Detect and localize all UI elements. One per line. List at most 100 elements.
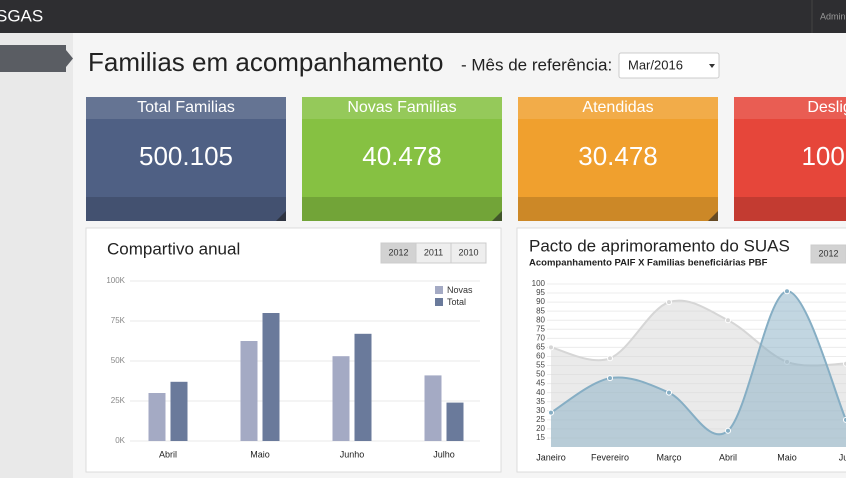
card-header [302,97,502,119]
x-tick-label: Fevereiro [591,452,629,462]
y-tick-label: 25 [536,415,545,424]
card [518,97,718,221]
year-button[interactable] [810,244,846,264]
plot-area [548,288,846,447]
x-tick-label: Abril [159,449,177,459]
x-tick-label: Julho [433,449,455,459]
card-footer [302,197,502,221]
card-value: 40.478 [362,141,442,171]
card-header [734,97,846,119]
bar [148,393,166,441]
bar [332,356,350,441]
card [302,97,502,221]
bar [424,375,442,441]
card-header [86,97,286,119]
point [725,317,731,324]
card-footer [518,197,718,221]
point [548,344,554,351]
header-bar [0,0,846,33]
card-fold [492,211,502,221]
card-value: 30.478 [578,141,658,171]
y-tick-label: 75 [536,324,545,333]
bar [262,313,280,441]
select-box[interactable] [618,52,720,79]
point [725,427,731,434]
card-label: Atendidas [582,99,653,116]
y-tick-label: 85 [536,306,545,315]
y-tick-label: 40 [536,388,545,397]
sidebar-arrow [66,50,73,67]
chart-title: Pacto de aprimoramento do SUAS [529,236,790,255]
card-value: 100.0 [801,141,846,171]
y-tick-label: 20 [536,424,545,433]
user-menu[interactable]: Admin [820,11,846,21]
legend-label: Total [447,297,466,307]
y-tick-label: 90 [536,297,545,306]
point [607,355,613,362]
y-tick-label: 0K [115,436,125,445]
sidebar [0,33,73,478]
x-tick-label: Jun [839,452,846,462]
card-footer [86,197,286,221]
card [734,97,846,221]
legend-label: Novas [447,285,473,295]
select-arrow [709,64,715,68]
y-tick-label: 80 [536,315,545,324]
page-title: Familias em acompanhamento [88,47,444,77]
year-button-label[interactable]: 2012 [818,248,838,258]
point [843,416,846,423]
point [843,360,846,367]
x-tick-label: Maio [250,449,270,459]
chart-title: Compartivo anual [107,239,240,258]
x-tick-label: Janeiro [536,452,566,462]
point [548,409,554,416]
point [666,299,672,306]
select-value[interactable]: Mar/2016 [628,57,683,72]
legend-swatch [435,298,443,306]
y-tick-label: 30 [536,406,545,415]
sidebar-item[interactable] [0,45,66,72]
card-header [518,97,718,119]
reference-label: - Mês de referência: [461,55,612,74]
card-label: Desliga [807,99,846,116]
legend-swatch [435,286,443,294]
chart-subtitle: Acompanhamento PAIF X Familias beneficiá… [529,258,768,269]
y-tick-label: 50K [111,356,126,365]
point [666,389,672,396]
y-tick-label: 100 [532,279,546,288]
point [607,375,613,382]
bar [170,381,188,441]
year-button-label[interactable]: 2011 [424,247,443,257]
card [86,97,286,221]
bar [354,333,372,441]
card-label: Novas Familias [347,99,456,116]
year-button-label[interactable]: 2012 [388,247,408,257]
y-tick-label: 75K [111,316,126,325]
y-tick-label: 15 [536,433,545,442]
x-tick-label: Abril [719,452,737,462]
y-tick-label: 25K [111,396,126,405]
card-value: 500.105 [139,141,233,171]
x-tick-label: Junho [340,449,365,459]
year-button-label[interactable]: 2010 [458,247,478,257]
y-tick-label: 70 [536,333,545,342]
card-label: Total Familias [137,99,235,116]
card-footer [734,197,846,221]
y-tick-label: 100K [106,276,125,285]
x-tick-label: Maio [777,452,797,462]
y-tick-label: 60 [536,352,545,361]
y-tick-label: 65 [536,342,545,351]
card-fold [708,211,718,221]
brand: SGAS [0,6,43,25]
y-tick-label: 95 [536,288,545,297]
y-tick-label: 55 [536,361,545,370]
y-tick-label: 35 [536,397,545,406]
x-tick-label: Março [656,452,681,462]
card-fold [276,211,286,221]
point [784,288,790,295]
bar [446,402,464,441]
year-button[interactable] [450,242,487,264]
y-tick-label: 45 [536,379,545,388]
